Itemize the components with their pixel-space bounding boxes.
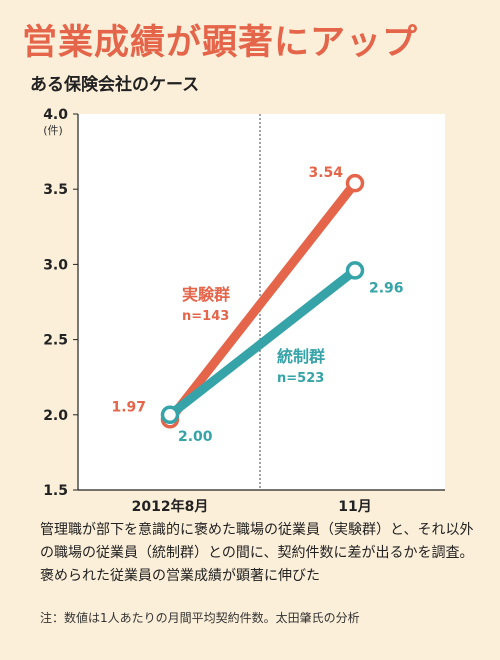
line-chart: 1.5 2.0 2.5 3.0 3.5 4.0(件) 2012年8月 11月 1.97 3.54 2…: [43, 107, 445, 515]
y-unit-label: (件): [43, 124, 63, 137]
chart-title: 営業成績が顕著にアップ: [22, 23, 419, 63]
series-n-label: n=143: [182, 309, 229, 324]
y-tick-label: 1.5: [43, 483, 68, 499]
y-tick-label: 2.0: [43, 408, 68, 424]
data-label: 2.96: [369, 280, 404, 296]
series-n-label: n=523: [277, 371, 324, 386]
series-line-0: [165, 178, 360, 424]
x-tick-label: 11月: [338, 499, 371, 515]
x-tick-label: 2012年8月: [132, 498, 209, 515]
series-line-1: [165, 265, 360, 420]
chart-note: 注：数値は1人あたりの月間平均契約件数。太田肇氏の分析: [40, 611, 360, 625]
data-point-1-0: [160, 405, 180, 425]
data-label: 2.00: [178, 429, 213, 445]
y-tick-label: 4.0: [43, 107, 68, 123]
y-tick-label: 2.5: [43, 333, 68, 349]
series-name-label: 実験群: [182, 285, 230, 304]
data-point-0-1: [345, 173, 365, 193]
data-point-1-1: [345, 261, 365, 280]
data-label: 1.97: [111, 399, 146, 415]
y-tick-label: 3.0: [43, 257, 68, 273]
y-tick-label: 3.5: [43, 182, 68, 198]
series-name-label: 統制群: [277, 347, 325, 366]
data-label: 3.54: [308, 165, 343, 181]
chart-description: 管理職が部下を意識的に褒めた職場の従業員（実験群）と、それ以外の職場の従業員（統…: [40, 522, 474, 584]
chart-subtitle: ある保険会社のケース: [30, 75, 200, 95]
